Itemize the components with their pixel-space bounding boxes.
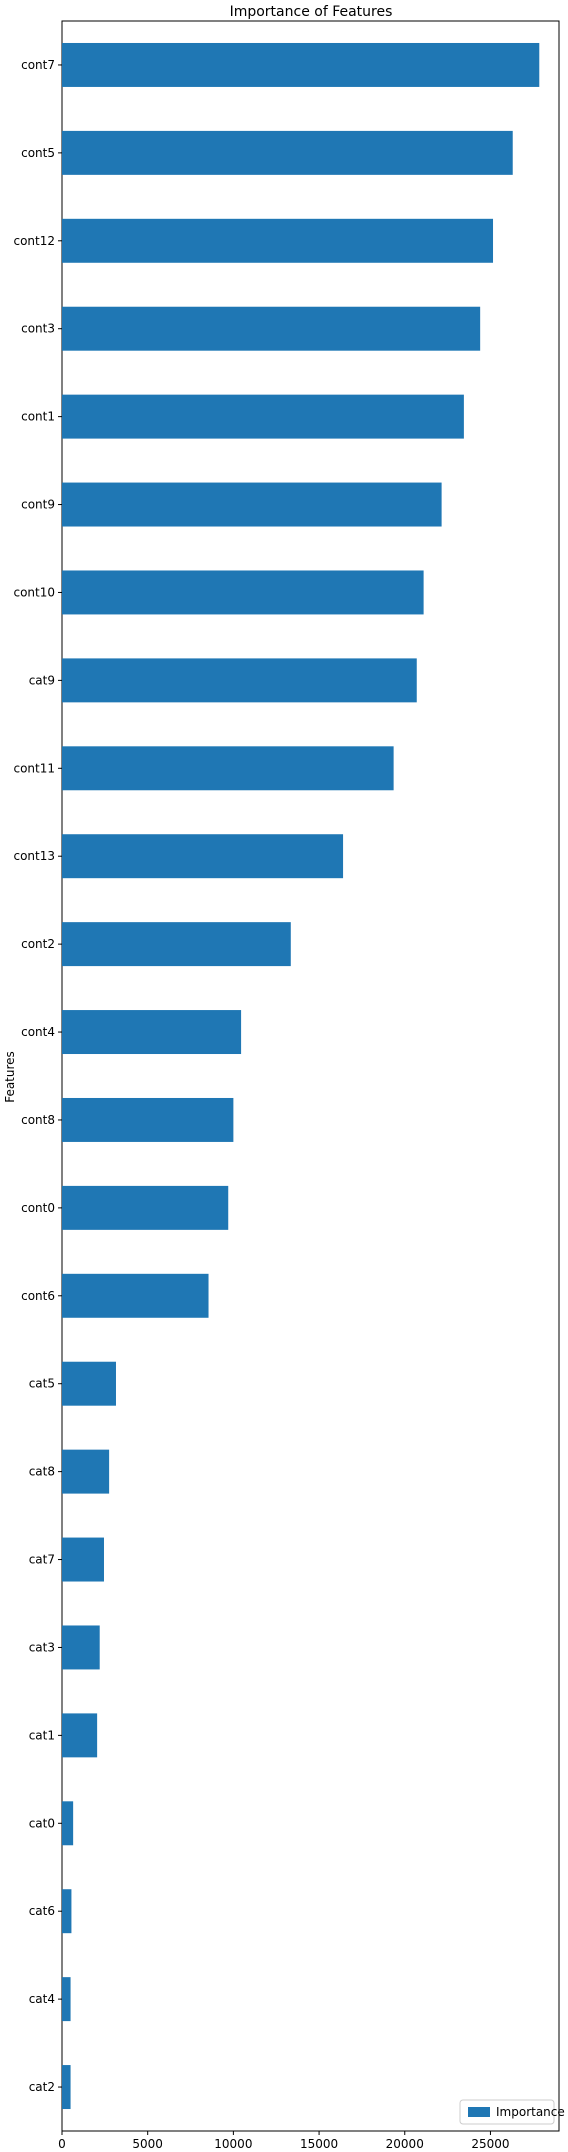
legend-box (459, 2099, 555, 2125)
y-tick-label-cat5: cat5 (29, 1377, 55, 1391)
y-tick-label-cont11: cont11 (13, 761, 55, 775)
y-tick-label-cont8: cont8 (21, 1113, 55, 1127)
y-tick-label-cont12: cont12 (13, 234, 55, 248)
bar-cont9 (62, 482, 442, 527)
y-tick-label-cont0: cont0 (21, 1201, 55, 1215)
x-tick-label-10000: 10000 (214, 2137, 252, 2151)
bar-cont1 (62, 394, 464, 439)
legend-label: Importance (496, 2105, 565, 2119)
legend-swatch (468, 2107, 490, 2117)
y-tick-label-cont10: cont10 (13, 585, 55, 599)
bar-cont8 (62, 1097, 234, 1142)
y-tick-label-cont13: cont13 (13, 849, 55, 863)
bar-cat8 (62, 1449, 110, 1494)
x-tick-label-0: 0 (58, 2137, 66, 2151)
bars-group (62, 42, 540, 2110)
y-tick-label-cat9: cat9 (29, 673, 55, 687)
bar-cont10 (62, 570, 424, 615)
y-tick-label-cont5: cont5 (21, 146, 55, 160)
y-tick-label-cont4: cont4 (21, 1025, 55, 1039)
y-tick-label-cont3: cont3 (21, 322, 55, 336)
bar-cat1 (62, 1713, 98, 1758)
bar-cont4 (62, 1010, 242, 1055)
y-tick-label-cat6: cat6 (29, 1904, 55, 1918)
chart-title: Importance of Features (230, 4, 393, 20)
bar-cat7 (62, 1537, 104, 1582)
y-tick-label-cont1: cont1 (21, 410, 55, 424)
y-tick-label-cat7: cat7 (29, 1553, 55, 1567)
x-tick-label-20000: 20000 (386, 2137, 424, 2151)
bar-cont2 (62, 922, 291, 967)
bar-cont12 (62, 218, 494, 263)
bar-cat4 (62, 1977, 71, 2022)
bar-cont13 (62, 834, 344, 879)
plot-area-frame (61, 20, 560, 2132)
bar-cont7 (62, 42, 540, 87)
x-tick-label-15000: 15000 (300, 2137, 338, 2151)
x-tick-label-5000: 5000 (132, 2137, 163, 2151)
y-tick-label-cat1: cat1 (29, 1728, 55, 1742)
bar-cat6 (62, 1889, 72, 1934)
y-tick-label-cont9: cont9 (21, 498, 55, 512)
legend: Importance (459, 2099, 565, 2125)
y-axis-label: Features (3, 1051, 17, 1103)
y-tick-label-cat0: cat0 (29, 1816, 55, 1830)
y-tick-label-cat8: cat8 (29, 1465, 55, 1479)
y-tick-label-cat4: cat4 (29, 1992, 55, 2006)
x-ticks-group: 0 5000 10000 15000 20000 25000 (58, 2131, 510, 2151)
bar-cont5 (62, 130, 513, 175)
y-tick-label-cat3: cat3 (29, 1640, 55, 1654)
bar-cat2 (62, 2065, 71, 2110)
x-tick-label-25000: 25000 (471, 2137, 509, 2151)
bar-cat3 (62, 1625, 100, 1670)
y-tick-label-cont2: cont2 (21, 937, 55, 951)
y-ticks-group: cont7 cont5 cont12 cont3 cont1 cont9 cont10 cat… (13, 58, 62, 2094)
bar-cont3 (62, 306, 481, 351)
y-tick-label-cat2: cat2 (29, 2080, 55, 2094)
y-tick-label-cont6: cont6 (21, 1289, 55, 1303)
y-tick-label-cont7: cont7 (21, 58, 55, 72)
bar-cont11 (62, 746, 394, 791)
bar-cont6 (62, 1273, 209, 1318)
bar-cat5 (62, 1361, 116, 1406)
bar-cat9 (62, 658, 417, 703)
bar-cat0 (62, 1801, 74, 1846)
bar-cont0 (62, 1185, 229, 1230)
